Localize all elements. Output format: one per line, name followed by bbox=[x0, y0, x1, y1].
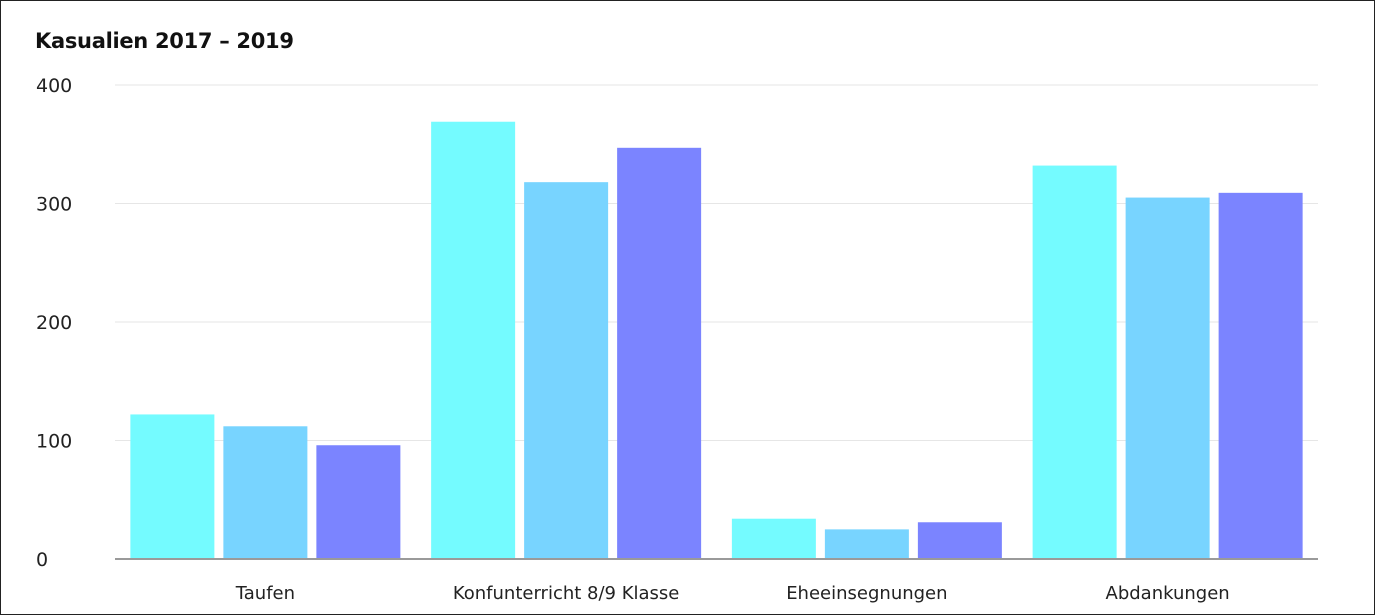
bar-eheeinsegnungen-s2 bbox=[824, 529, 909, 559]
bar-konfunterricht-8-9-klasse-s2 bbox=[524, 182, 609, 560]
x-tick-label: Taufen bbox=[235, 583, 295, 604]
y-tick-label: 200 bbox=[36, 312, 72, 334]
bar-konfunterricht-8-9-klasse-s1 bbox=[431, 121, 516, 560]
bar-abdankungen-s3 bbox=[1218, 192, 1303, 559]
bar-taufen-s1 bbox=[130, 414, 215, 559]
bar-taufen-s2 bbox=[223, 426, 308, 559]
bar-abdankungen-s2 bbox=[1125, 197, 1210, 559]
bar-eheeinsegnungen-s3 bbox=[917, 522, 1002, 559]
chart-title: Kasualien 2017 – 2019 bbox=[35, 29, 294, 53]
x-tick-label: Eheeinsegnungen bbox=[786, 583, 947, 604]
bar-abdankungen-s1 bbox=[1032, 165, 1117, 559]
y-tick-label: 400 bbox=[36, 75, 72, 97]
x-tick-label: Abdankungen bbox=[1106, 583, 1230, 604]
y-axis-ticks: 0 100 200 300 400 bbox=[36, 75, 72, 571]
gridlines bbox=[115, 84, 1318, 441]
bar-konfunterricht-8-9-klasse-s3 bbox=[617, 147, 702, 559]
y-tick-label: 300 bbox=[36, 194, 72, 216]
y-tick-label: 0 bbox=[36, 549, 48, 571]
bar-taufen-s3 bbox=[316, 445, 401, 559]
bars bbox=[130, 121, 1303, 560]
x-axis-ticks: Taufen Konfunterricht 8/9 Klasse Eheeinseg… bbox=[235, 583, 1230, 604]
x-tick-label: Konfunterricht 8/9 Klasse bbox=[453, 583, 680, 604]
y-tick-label: 100 bbox=[36, 431, 72, 453]
bar-eheeinsegnungen-s1 bbox=[731, 518, 816, 559]
